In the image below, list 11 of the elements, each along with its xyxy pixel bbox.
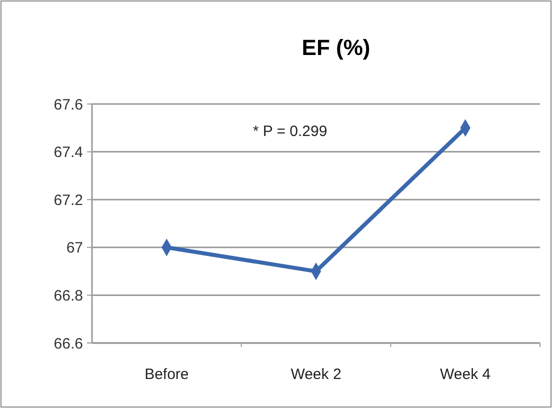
y-tick-label: 67.4 (54, 144, 83, 162)
chart-title: EF (%) (302, 35, 370, 60)
y-tick-label: 67 (66, 240, 83, 257)
x-tick-label: Before (144, 366, 189, 383)
y-tick-label: 66.8 (54, 287, 83, 304)
y-tick-label: 67.2 (54, 192, 83, 209)
x-tick-label: Week 2 (290, 366, 342, 383)
x-tick-label: Week 4 (440, 366, 491, 383)
y-tick-label: 67.6 (54, 96, 83, 114)
y-tick-label: 66.6 (54, 335, 83, 352)
annotation: * P = 0.299 (252, 123, 328, 140)
